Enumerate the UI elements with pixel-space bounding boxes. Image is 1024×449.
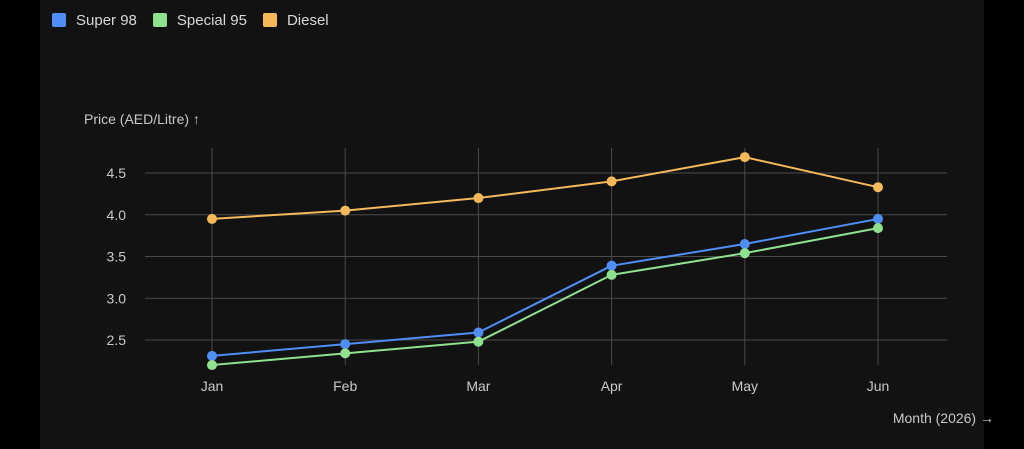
y-tick-label: 2.5 xyxy=(107,332,127,348)
data-point-diesel[interactable] xyxy=(739,152,750,163)
data-point-diesel[interactable] xyxy=(207,213,217,224)
data-point-diesel[interactable] xyxy=(473,193,484,204)
data-point-super-98[interactable] xyxy=(473,327,484,338)
y-tick-label: 4.0 xyxy=(107,207,127,223)
data-point-special-95[interactable] xyxy=(340,348,351,359)
legend-swatch-special-95 xyxy=(152,13,167,27)
x-tick-label: May xyxy=(732,378,758,394)
x-tick-label: Mar xyxy=(466,378,490,394)
x-tick-label: Feb xyxy=(333,378,357,394)
data-point-super-98[interactable] xyxy=(606,260,617,271)
y-tick-label: 3.0 xyxy=(107,290,127,306)
x-tick-labels: Jan Feb Mar Apr May Jun xyxy=(201,378,890,394)
y-tick-label: 4.5 xyxy=(107,165,127,181)
legend-label-diesel: Diesel xyxy=(286,11,329,29)
x-tick-label: Jun xyxy=(867,378,890,394)
y-axis-label: Price (AED/Litre) ↑ xyxy=(84,111,200,127)
data-point-special-95[interactable] xyxy=(739,248,750,259)
series-line-diesel xyxy=(211,156,879,220)
data-point-diesel[interactable] xyxy=(606,176,617,187)
data-point-special-95[interactable] xyxy=(873,223,883,234)
legend-label-special-95: Special 95 xyxy=(176,11,247,29)
legend-item-super-98[interactable]: Super 98 xyxy=(52,12,137,29)
data-point-super-98[interactable] xyxy=(739,238,750,249)
x-tick-label: Apr xyxy=(601,378,623,394)
data-point-diesel[interactable] xyxy=(340,205,351,216)
data-point-special-95[interactable] xyxy=(207,360,217,371)
data-point-super-98[interactable] xyxy=(207,350,217,361)
legend-swatch-super-98 xyxy=(52,13,66,27)
legend-label-super-98: Super 98 xyxy=(76,11,137,29)
chart-legend: Super 98 Special 95 Diesel xyxy=(52,10,345,30)
series-line-super-98 xyxy=(211,217,879,357)
x-tick-label: Jan xyxy=(201,378,224,394)
data-point-super-98[interactable] xyxy=(873,213,883,224)
series-lines xyxy=(211,156,879,367)
legend-swatch-diesel xyxy=(262,13,277,27)
y-tick-labels: 2.5 3.0 3.5 4.0 4.5 xyxy=(107,165,127,348)
series-line-special-95 xyxy=(211,227,879,367)
data-point-diesel[interactable] xyxy=(873,182,883,193)
series-points xyxy=(207,152,883,371)
chart-panel xyxy=(40,0,984,449)
data-point-special-95[interactable] xyxy=(473,336,484,347)
legend-item-diesel[interactable]: Diesel xyxy=(262,11,329,29)
data-point-special-95[interactable] xyxy=(606,269,617,280)
grid-lines xyxy=(145,148,947,365)
y-tick-label: 3.5 xyxy=(107,249,127,265)
x-axis-label: Month (2026) → xyxy=(893,410,994,426)
legend-item-special-95[interactable]: Special 95 xyxy=(152,11,247,29)
data-point-super-98[interactable] xyxy=(340,339,351,350)
